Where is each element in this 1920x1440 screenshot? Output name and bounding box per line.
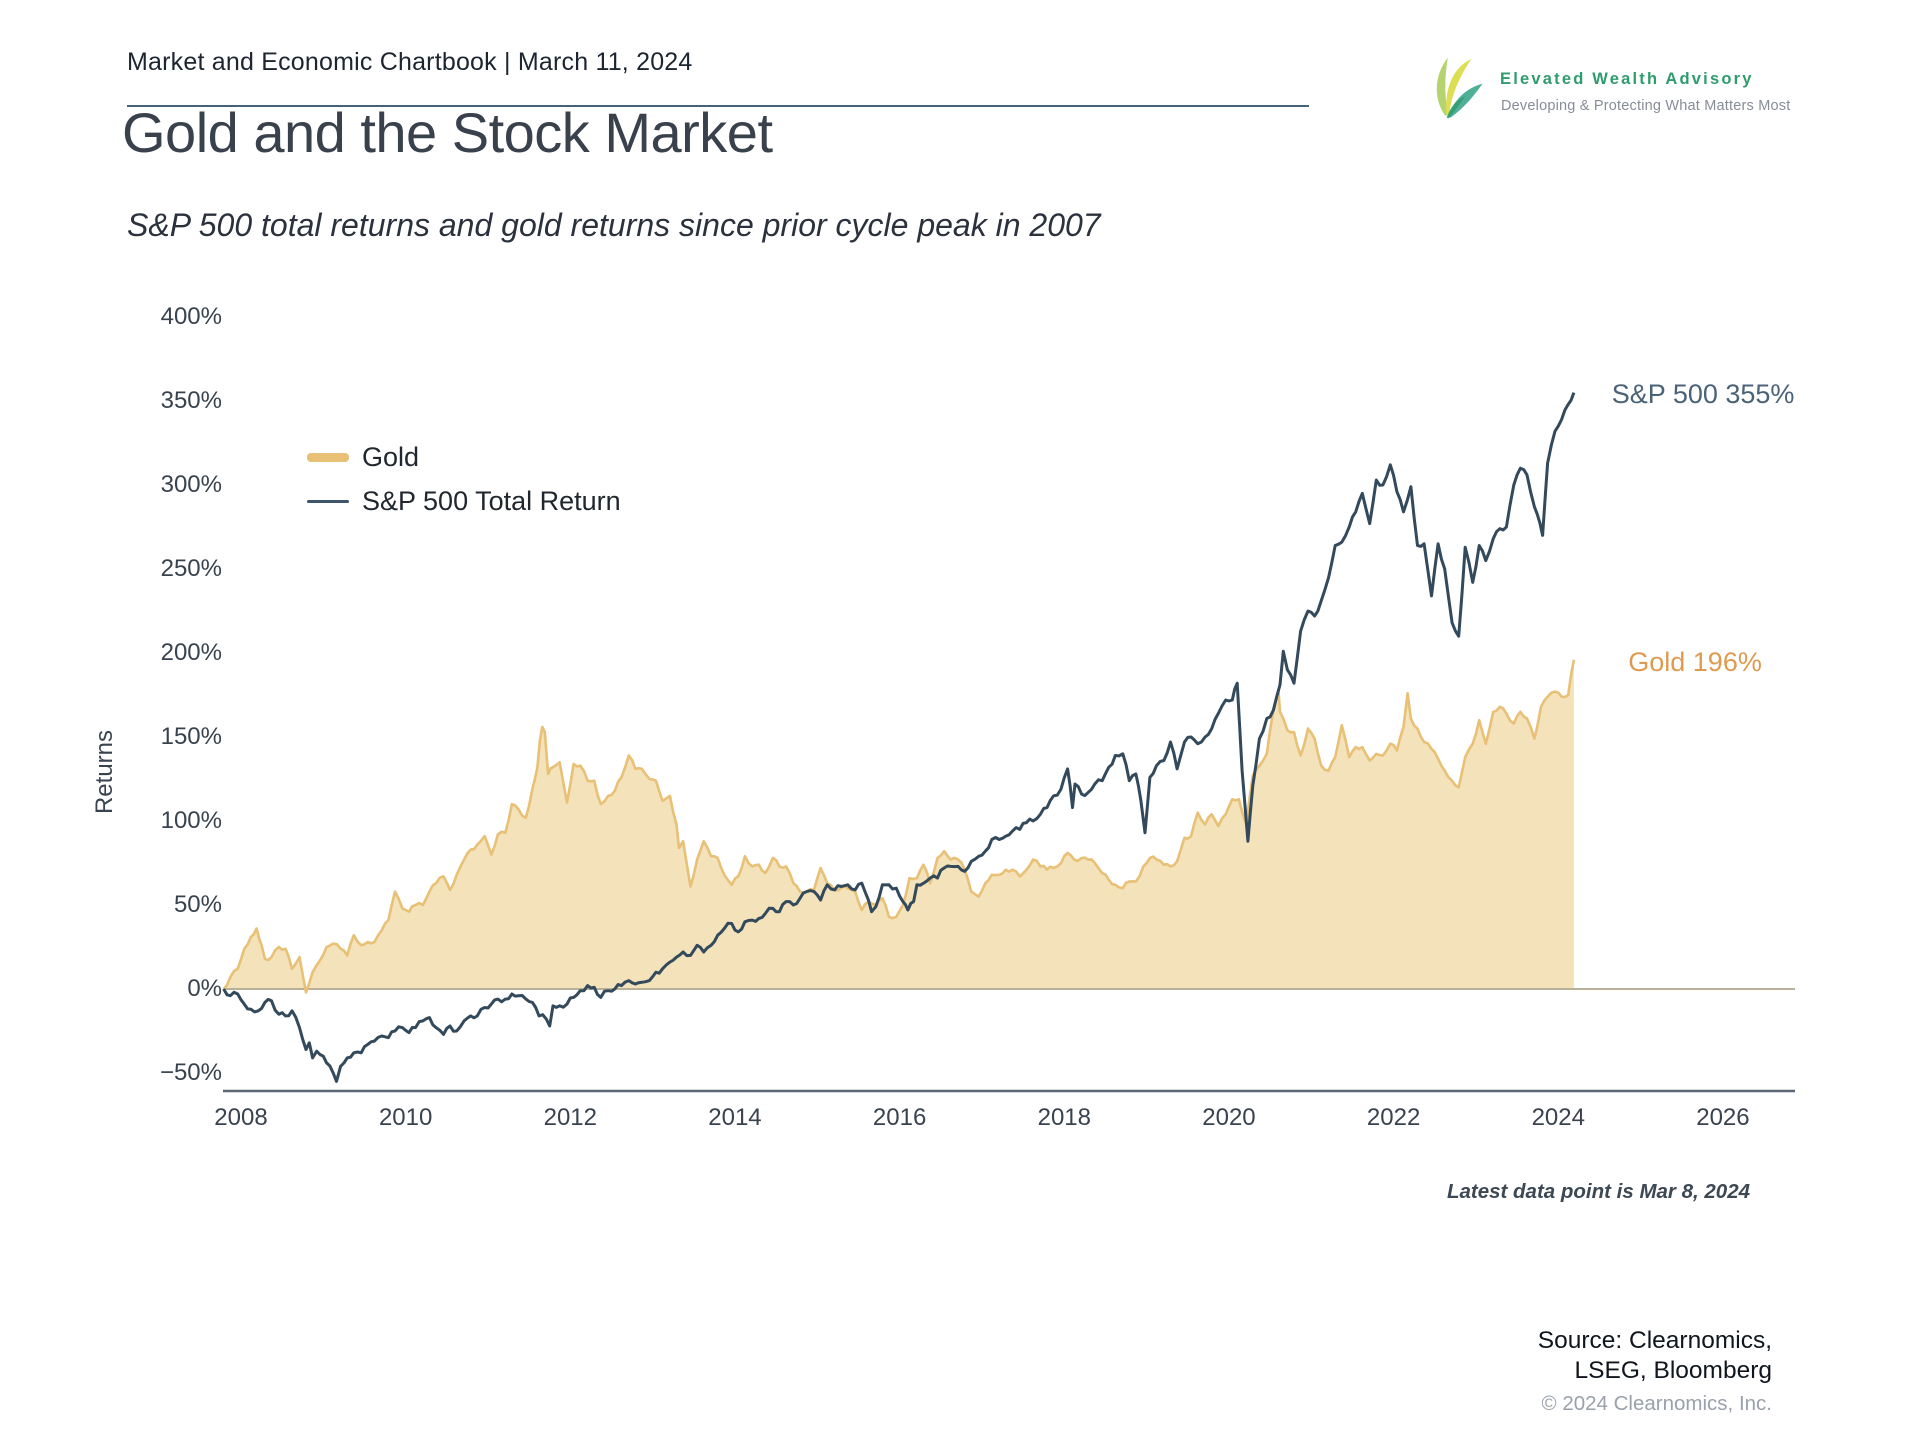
y-tick-label: 250% [160,555,222,582]
x-tick-label: 2014 [708,1104,762,1131]
header-rule [127,105,1309,107]
chart-legend: Gold S&P 500 Total Return [307,441,621,518]
y-tick-label: 400% [160,303,222,330]
page-title: Gold and the Stock Market [122,101,773,164]
latest-data-footnote: Latest data point is Mar 8, 2024 [1446,1180,1750,1203]
legend-item-gold: Gold [307,441,621,474]
copyright-note: © 2024 Clearnomics, Inc. [1541,1392,1772,1415]
source-attribution: Source: Clearnomics, LSEG, Bloomberg © 2… [1370,1326,1772,1419]
gold-return-annotation: Gold 196% [1628,646,1762,677]
y-tick-label: 300% [160,471,222,498]
sp500-return-annotation: S&P 500 355% [1611,378,1795,409]
legend-item-sp500: S&P 500 Total Return [307,485,621,518]
x-tick-label: 2024 [1531,1104,1585,1131]
legend-label-gold: Gold [362,442,420,472]
logo-name: Elevated Wealth Advisory [1500,70,1754,88]
source-line-1: Source: Clearnomics, [1537,1327,1772,1354]
x-tick-label: 2012 [543,1104,597,1131]
x-tick-label: 2020 [1202,1104,1256,1131]
y-tick-label: 150% [160,723,222,750]
y-tick-label: 50% [173,891,222,918]
legend-label-sp500: S&P 500 Total Return [362,486,621,516]
sp500-swatch-icon [307,499,349,504]
x-tick-label: 2022 [1366,1104,1421,1131]
source-line-2: LSEG, Bloomberg [1574,1357,1772,1384]
ewa-logo: Elevated Wealth Advisory Developing & Pr… [1428,56,1790,126]
x-tick-label: 2010 [378,1104,433,1131]
y-tick-label: −50% [159,1059,222,1086]
y-tick-label: 350% [160,387,222,414]
logo-tagline: Developing & Protecting What Matters Mos… [1501,98,1791,114]
x-tick-label: 2018 [1037,1104,1091,1131]
chartbook-header: Market and Economic Chartbook | March 11… [127,48,693,76]
y-tick-label: 100% [160,807,222,834]
y-tick-label: 200% [160,639,222,666]
logo-leaf-icon [1436,57,1483,119]
x-tick-label: 2016 [872,1104,927,1131]
x-tick-label: 2026 [1696,1104,1750,1131]
x-tick-label: 2008 [214,1104,268,1131]
y-tick-label: 0% [187,975,222,1002]
page-subtitle: S&P 500 total returns and gold returns s… [127,207,1101,243]
gold-swatch-icon [307,453,349,462]
